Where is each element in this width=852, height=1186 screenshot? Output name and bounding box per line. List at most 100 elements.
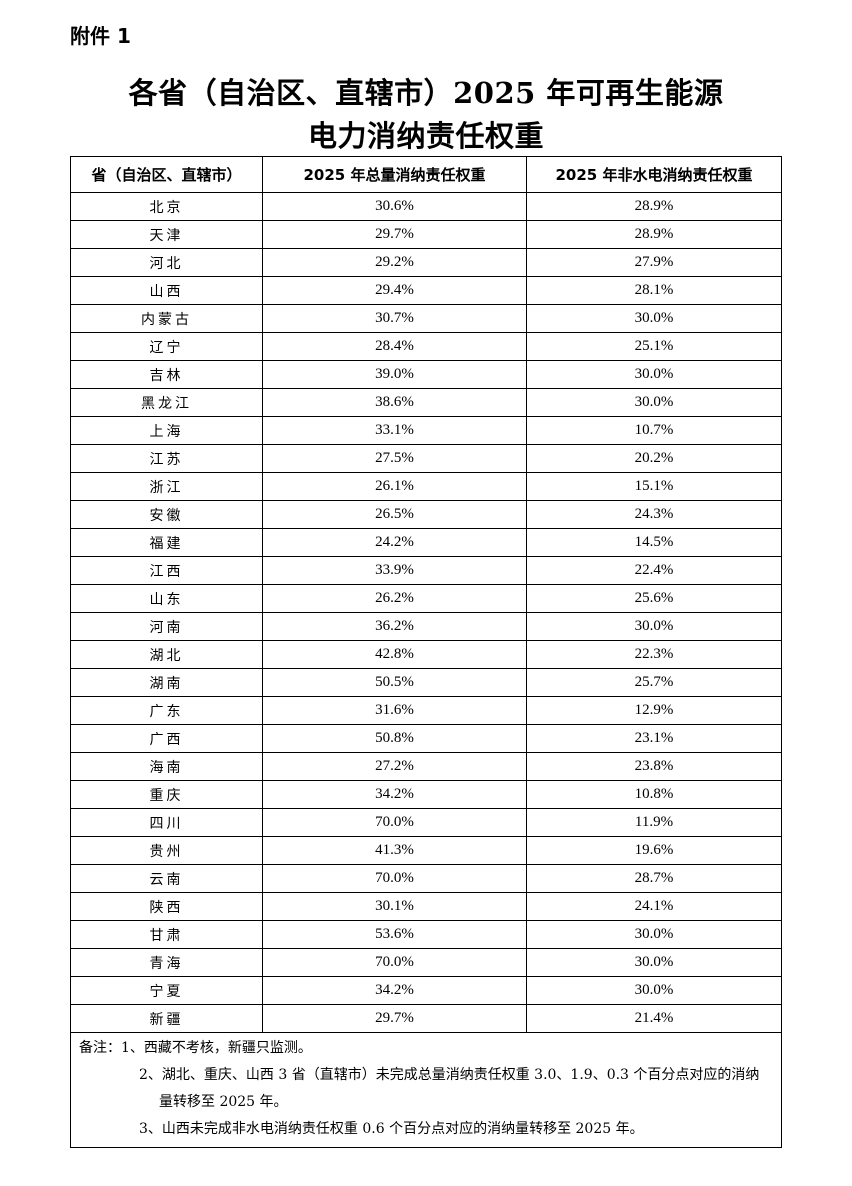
table-row: 四川 70.0% 11.9% bbox=[70, 808, 782, 837]
table-row: 广西 50.8% 23.1% bbox=[70, 724, 782, 753]
table-row: 山西 29.4% 28.1% bbox=[70, 276, 782, 305]
table-row: 江苏 27.5% 20.2% bbox=[70, 444, 782, 473]
province-cell: 黑龙江 bbox=[70, 388, 263, 417]
province-cell: 山西 bbox=[70, 276, 263, 305]
non-hydro-weight-cell: 24.1% bbox=[526, 892, 782, 921]
province-cell: 江苏 bbox=[70, 444, 263, 473]
total-weight-cell: 70.0% bbox=[262, 864, 527, 893]
table-row: 湖北 42.8% 22.3% bbox=[70, 640, 782, 669]
province-cell: 宁夏 bbox=[70, 976, 263, 1005]
notes-row: 备注：1、西藏不考核，新疆只监测。 2、湖北、重庆、山西 3 省（直辖市）未完成… bbox=[70, 1032, 782, 1148]
total-weight-cell: 31.6% bbox=[262, 696, 527, 725]
total-weight-cell: 24.2% bbox=[262, 528, 527, 557]
table-row: 云南 70.0% 28.7% bbox=[70, 864, 782, 893]
province-cell: 吉林 bbox=[70, 360, 263, 389]
total-weight-cell: 53.6% bbox=[262, 920, 527, 949]
total-weight-cell: 29.4% bbox=[262, 276, 527, 305]
province-cell: 贵州 bbox=[70, 836, 263, 865]
header-province: 省（自治区、直辖市） bbox=[70, 156, 263, 193]
total-weight-cell: 39.0% bbox=[262, 360, 527, 389]
total-weight-cell: 26.2% bbox=[262, 584, 527, 613]
table-row: 北京 30.6% 28.9% bbox=[70, 192, 782, 221]
total-weight-cell: 33.9% bbox=[262, 556, 527, 585]
non-hydro-weight-cell: 15.1% bbox=[526, 472, 782, 501]
total-weight-cell: 29.7% bbox=[262, 220, 527, 249]
non-hydro-weight-cell: 12.9% bbox=[526, 696, 782, 725]
table-row: 河南 36.2% 30.0% bbox=[70, 612, 782, 641]
table-row: 河北 29.2% 27.9% bbox=[70, 248, 782, 277]
table-row: 江西 33.9% 22.4% bbox=[70, 556, 782, 585]
total-weight-cell: 30.6% bbox=[262, 192, 527, 221]
table-row: 黑龙江 38.6% 30.0% bbox=[70, 388, 782, 417]
weights-table: 省（自治区、直辖市） 2025 年总量消纳责任权重 2025 年非水电消纳责任权… bbox=[70, 156, 782, 1148]
table-row: 内蒙古 30.7% 30.0% bbox=[70, 304, 782, 333]
province-cell: 北京 bbox=[70, 192, 263, 221]
non-hydro-weight-cell: 25.1% bbox=[526, 332, 782, 361]
total-weight-cell: 30.1% bbox=[262, 892, 527, 921]
non-hydro-weight-cell: 30.0% bbox=[526, 920, 782, 949]
total-weight-cell: 30.7% bbox=[262, 304, 527, 333]
province-cell: 安徽 bbox=[70, 500, 263, 529]
table-row: 广东 31.6% 12.9% bbox=[70, 696, 782, 725]
total-weight-cell: 50.8% bbox=[262, 724, 527, 753]
total-weight-cell: 34.2% bbox=[262, 976, 527, 1005]
notes-cell: 备注：1、西藏不考核，新疆只监测。 2、湖北、重庆、山西 3 省（直辖市）未完成… bbox=[70, 1032, 782, 1148]
province-cell: 上海 bbox=[70, 416, 263, 445]
non-hydro-weight-cell: 23.1% bbox=[526, 724, 782, 753]
non-hydro-weight-cell: 20.2% bbox=[526, 444, 782, 473]
non-hydro-weight-cell: 28.7% bbox=[526, 864, 782, 893]
province-cell: 四川 bbox=[70, 808, 263, 837]
non-hydro-weight-cell: 10.7% bbox=[526, 416, 782, 445]
total-weight-cell: 29.2% bbox=[262, 248, 527, 277]
total-weight-cell: 36.2% bbox=[262, 612, 527, 641]
non-hydro-weight-cell: 14.5% bbox=[526, 528, 782, 557]
table-row: 海南 27.2% 23.8% bbox=[70, 752, 782, 781]
total-weight-cell: 41.3% bbox=[262, 836, 527, 865]
province-cell: 辽宁 bbox=[70, 332, 263, 361]
table-row: 青海 70.0% 30.0% bbox=[70, 948, 782, 977]
table-row: 贵州 41.3% 19.6% bbox=[70, 836, 782, 865]
table-row: 新疆 29.7% 21.4% bbox=[70, 1004, 782, 1033]
document-title-line-2: 电力消纳责任权重 bbox=[307, 119, 544, 153]
table-row: 福建 24.2% 14.5% bbox=[70, 528, 782, 557]
province-cell: 广西 bbox=[70, 724, 263, 753]
province-cell: 陕西 bbox=[70, 892, 263, 921]
non-hydro-weight-cell: 30.0% bbox=[526, 388, 782, 417]
province-cell: 广东 bbox=[70, 696, 263, 725]
non-hydro-weight-cell: 22.3% bbox=[526, 640, 782, 669]
attachment-label: 附件 1 bbox=[70, 24, 131, 48]
non-hydro-weight-cell: 27.9% bbox=[526, 248, 782, 277]
table-row: 上海 33.1% 10.7% bbox=[70, 416, 782, 445]
table-row: 陕西 30.1% 24.1% bbox=[70, 892, 782, 921]
document-title-line-1: 各省（自治区、直辖市）2025 年可再生能源 bbox=[128, 76, 724, 110]
table-row: 重庆 34.2% 10.8% bbox=[70, 780, 782, 809]
province-cell: 湖南 bbox=[70, 668, 263, 697]
table-row: 浙江 26.1% 15.1% bbox=[70, 472, 782, 501]
province-cell: 重庆 bbox=[70, 780, 263, 809]
total-weight-cell: 27.2% bbox=[262, 752, 527, 781]
non-hydro-weight-cell: 30.0% bbox=[526, 948, 782, 977]
non-hydro-weight-cell: 24.3% bbox=[526, 500, 782, 529]
note-3: 3、山西未完成非水电消纳责任权重 0.6 个百分点对应的消纳量转移至 2025 … bbox=[139, 1121, 644, 1137]
total-weight-cell: 28.4% bbox=[262, 332, 527, 361]
header-total-weight: 2025 年总量消纳责任权重 bbox=[262, 156, 527, 193]
non-hydro-weight-cell: 21.4% bbox=[526, 1004, 782, 1033]
table-row: 辽宁 28.4% 25.1% bbox=[70, 332, 782, 361]
non-hydro-weight-cell: 28.1% bbox=[526, 276, 782, 305]
note-1: 备注：1、西藏不考核，新疆只监测。 bbox=[79, 1040, 312, 1056]
non-hydro-weight-cell: 30.0% bbox=[526, 360, 782, 389]
total-weight-cell: 70.0% bbox=[262, 808, 527, 837]
table-row: 天津 29.7% 28.9% bbox=[70, 220, 782, 249]
province-cell: 河南 bbox=[70, 612, 263, 641]
non-hydro-weight-cell: 28.9% bbox=[526, 192, 782, 221]
province-cell: 浙江 bbox=[70, 472, 263, 501]
province-cell: 山东 bbox=[70, 584, 263, 613]
table-row: 甘肃 53.6% 30.0% bbox=[70, 920, 782, 949]
total-weight-cell: 33.1% bbox=[262, 416, 527, 445]
table-row: 宁夏 34.2% 30.0% bbox=[70, 976, 782, 1005]
province-cell: 河北 bbox=[70, 248, 263, 277]
non-hydro-weight-cell: 25.7% bbox=[526, 668, 782, 697]
total-weight-cell: 38.6% bbox=[262, 388, 527, 417]
total-weight-cell: 26.1% bbox=[262, 472, 527, 501]
province-cell: 海南 bbox=[70, 752, 263, 781]
